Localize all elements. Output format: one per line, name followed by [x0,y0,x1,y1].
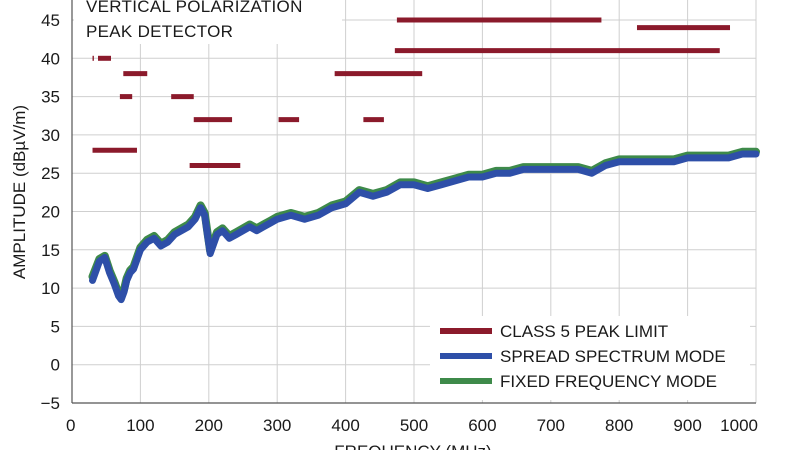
x-tick-label: 700 [537,416,565,435]
legend: CLASS 5 PEAK LIMIT SPREAD SPECTRUM MODE FI… [430,316,750,400]
x-tick-label: 400 [331,416,359,435]
y-tick-label: 0 [51,356,60,375]
y-tick-label: 45 [41,11,60,30]
x-tick-label: 1000 [720,416,758,435]
x-axis-title: FREQUENCY (MHz) [334,442,491,450]
y-tick-label: 30 [41,126,60,145]
y-tick-label: 10 [41,279,60,298]
x-tick-label: 900 [673,416,701,435]
title-background [74,0,342,44]
y-tick-label: −5 [41,394,60,413]
y-tick-label: 5 [51,317,60,336]
legend-label: FIXED FREQUENCY MODE [500,372,717,391]
y-tick-label: 15 [41,241,60,260]
legend-label: CLASS 5 PEAK LIMIT [500,322,668,341]
limit-line-group [92,17,731,169]
plot-frame [71,0,756,404]
x-tick-label: 100 [126,416,154,435]
x-tick-label: 800 [605,416,633,435]
x-tick-label: 600 [468,416,496,435]
y-tick-label: 20 [41,203,60,222]
legend-label: SPREAD SPECTRUM MODE [500,347,726,366]
y-tick-label: 35 [41,88,60,107]
y-tick-label: 25 [41,164,60,183]
chart-title-line-1: VERTICAL POLARIZATION [86,0,303,16]
y-tick-labels: −5 0 5 10 15 20 25 30 35 40 45 [41,11,60,413]
y-tick-label: 40 [41,49,60,68]
spread-spectrum-series-line [89,150,760,304]
x-tick-labels: 0 100 200 300 400 500 600 700 800 900 1000 [66,416,758,435]
x-tick-label: 500 [400,416,428,435]
chart-title-line-2: PEAK DETECTOR [86,22,233,41]
y-axis-title: AMPLITUDE (dBµV/m) [10,105,29,279]
x-tick-label: 200 [195,416,223,435]
series-group [88,147,760,304]
x-tick-label: 300 [263,416,291,435]
x-tick-label: 0 [66,416,75,435]
